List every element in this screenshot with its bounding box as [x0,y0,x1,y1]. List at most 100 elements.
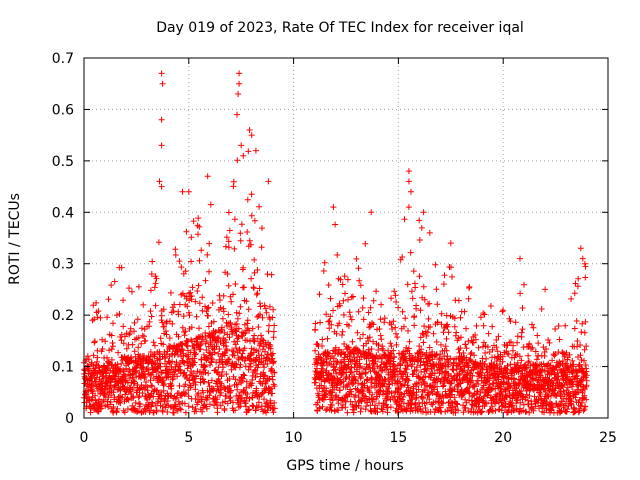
data-point [258,244,265,251]
data-point [426,300,433,307]
data-point [574,338,581,344]
data-point [433,286,440,293]
data-point [362,240,369,247]
data-point [483,355,490,362]
data-point [376,391,383,398]
data-point [231,352,238,359]
data-point [235,325,242,332]
data-point [138,340,145,347]
y-tick-label: 0 [65,411,74,427]
data-point [583,396,590,403]
data-point [520,401,527,408]
data-point [448,264,454,271]
data-point [493,344,500,351]
data-point [199,408,206,415]
data-point [321,259,328,266]
data-point [226,375,233,382]
data-point [163,331,170,338]
data-point [339,281,346,288]
data-point [534,362,541,369]
data-point [348,369,355,376]
data-point [238,221,245,228]
data-point [579,320,586,327]
data-point [390,347,397,354]
data-point [114,405,121,412]
data-point [341,341,348,347]
data-point [117,387,124,394]
data-point [171,409,177,416]
data-point [359,304,366,311]
data-point [256,300,263,307]
data-point [118,360,125,367]
data-points [81,70,590,416]
data-point [312,326,319,333]
data-point [535,340,542,347]
data-point [408,188,414,195]
data-point [327,295,334,302]
data-point [193,372,200,379]
data-point [432,379,439,386]
data-point [253,291,260,298]
data-point [480,322,487,329]
data-point [153,407,160,414]
data-point [111,278,118,285]
data-point [107,399,114,405]
data-point [172,246,179,253]
data-point [264,271,271,278]
data-point [144,384,151,391]
data-point [227,388,234,394]
data-point [582,403,589,410]
data-point [396,402,403,409]
data-point [207,201,214,208]
data-point [186,290,193,297]
data-point [581,329,588,336]
data-point [405,204,412,211]
data-point [154,387,161,394]
data-point [120,323,127,330]
data-point [523,364,530,371]
data-point [216,346,223,352]
data-point [102,338,109,345]
data-point [127,330,133,336]
data-point [118,337,125,344]
data-point [192,351,198,358]
data-point [147,377,154,384]
data-point [419,394,426,401]
data-point [442,362,449,369]
data-point [329,397,336,404]
data-point [97,406,104,412]
data-point [340,311,347,318]
data-point [172,252,179,258]
data-point [269,390,276,397]
data-point [390,318,397,325]
data-point [526,409,533,416]
data-point [552,326,559,332]
data-point [182,390,189,397]
data-point [192,298,199,305]
data-point [236,70,243,77]
data-point [356,356,363,363]
data-point [330,374,337,381]
data-point [438,310,445,317]
data-point [546,339,553,346]
data-point [181,400,188,407]
data-point [487,303,494,309]
data-point [234,386,241,393]
data-point [241,372,248,379]
data-point [499,358,506,365]
data-point [368,374,375,381]
data-point [124,406,131,412]
data-point [156,178,163,185]
data-point [443,335,450,342]
data-point [188,234,195,241]
data-point [238,354,245,361]
data-point [261,396,267,403]
data-point [423,399,430,406]
data-point [225,244,232,251]
data-point [209,386,215,393]
data-point [255,399,262,406]
data-point [169,358,176,365]
data-point [185,403,192,410]
data-point [525,352,532,359]
data-point [432,261,439,268]
